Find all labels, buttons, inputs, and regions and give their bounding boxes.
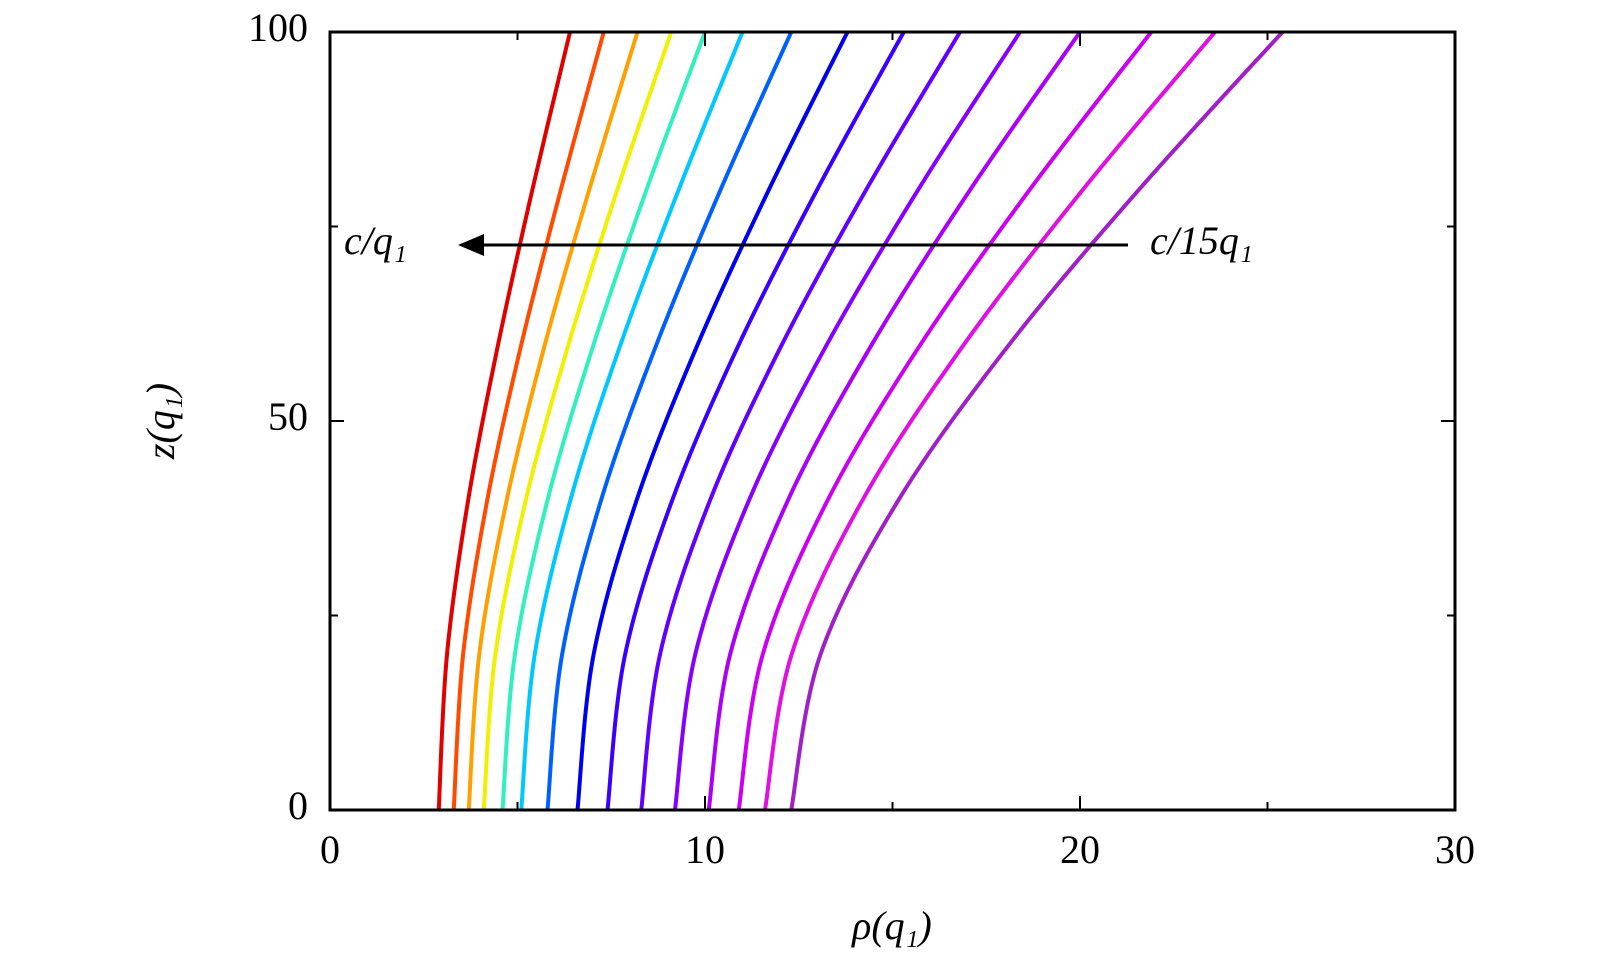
curve bbox=[736, 32, 1153, 810]
curve bbox=[789, 32, 1284, 810]
curve bbox=[481, 32, 674, 810]
curve bbox=[706, 32, 1082, 810]
curve bbox=[575, 32, 850, 810]
curve bbox=[639, 32, 962, 810]
plot-frame bbox=[328, 30, 1457, 812]
curves bbox=[436, 32, 1284, 810]
y-tick-label: 0 bbox=[288, 783, 308, 828]
curve bbox=[763, 32, 1217, 810]
curve bbox=[519, 32, 745, 810]
y-tick-label: 100 bbox=[248, 5, 308, 50]
x-tick-label: 0 bbox=[320, 827, 340, 872]
x-tick-label: 10 bbox=[685, 827, 725, 872]
curve bbox=[605, 32, 906, 810]
annotation-left: c/q₁ bbox=[344, 218, 407, 263]
curve bbox=[545, 32, 794, 810]
curve bbox=[500, 32, 707, 810]
y-tick-label: 50 bbox=[268, 394, 308, 439]
curve bbox=[673, 32, 1022, 810]
annotation-right: c/15q₁ bbox=[1150, 218, 1253, 263]
x-axis-label: ρ(q₁) bbox=[850, 903, 932, 948]
curve bbox=[451, 32, 606, 810]
curve bbox=[466, 32, 640, 810]
y-axis-label: z(q₁) bbox=[138, 383, 183, 460]
curve bbox=[436, 32, 572, 810]
x-tick-label: 30 bbox=[1435, 827, 1475, 872]
x-tick-label: 20 bbox=[1060, 827, 1100, 872]
arrow-head bbox=[458, 234, 484, 256]
